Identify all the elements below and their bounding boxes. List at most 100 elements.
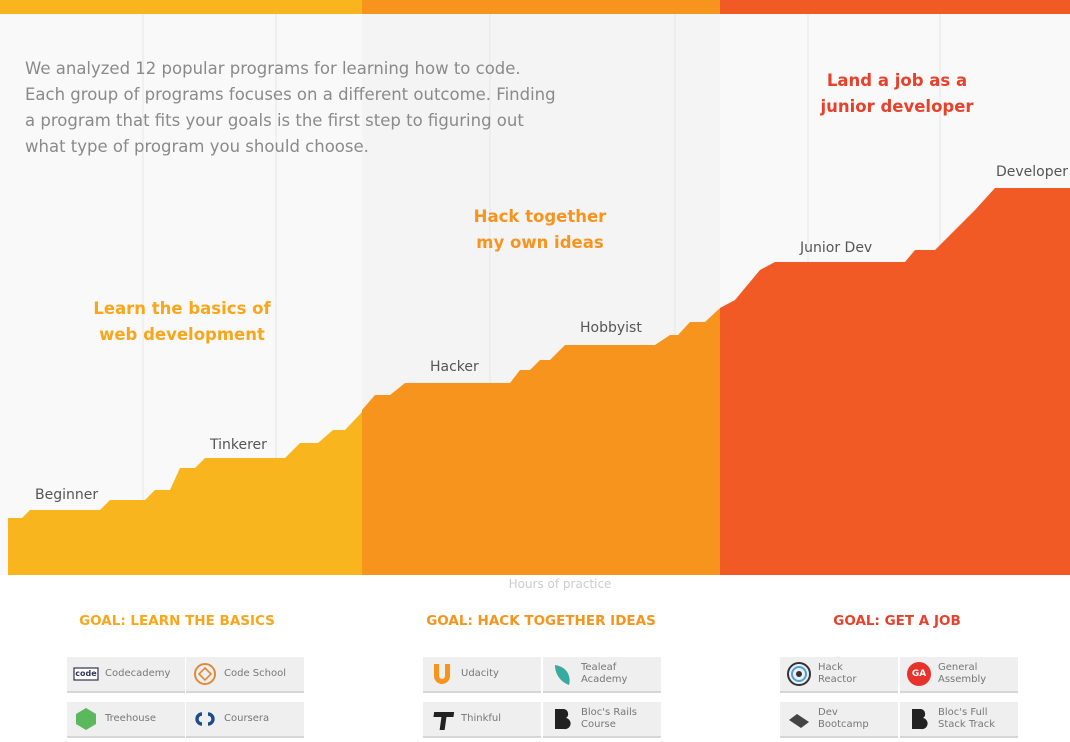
program-name: Coursera bbox=[224, 713, 269, 725]
logo-shape bbox=[912, 709, 928, 730]
logo-shape bbox=[907, 662, 931, 686]
program-button[interactable]: Bloc's Full Stack Track bbox=[900, 702, 1018, 738]
program-name-line: Bloc's Full bbox=[938, 707, 988, 718]
program-name: Dev Bootcamp bbox=[818, 707, 869, 731]
program-name-line: Code School bbox=[224, 668, 286, 679]
program-name-line: Bootcamp bbox=[818, 719, 869, 730]
program-name-line: General bbox=[938, 662, 978, 673]
program-button[interactable]: Treehouse bbox=[67, 702, 185, 738]
program-name-line: Academy bbox=[581, 674, 628, 685]
program-name-line: Codecademy bbox=[105, 668, 171, 679]
program-button[interactable]: Tealeaf Academy bbox=[543, 657, 661, 693]
program-button[interactable]: GA General Assembly bbox=[900, 657, 1018, 693]
top-bar bbox=[0, 0, 362, 14]
logo-shape bbox=[555, 665, 570, 685]
intro-text: We analyzed 12 popular programs for lear… bbox=[25, 56, 556, 160]
heading-line: Learn the basics of bbox=[93, 299, 271, 318]
section-heading: Land a job as a junior developer bbox=[747, 68, 1047, 120]
step-area bbox=[8, 412, 362, 575]
program-logo bbox=[192, 706, 218, 732]
logo-shape bbox=[76, 708, 96, 730]
program-button[interactable]: Bloc's Rails Course bbox=[543, 702, 661, 738]
level-label: Hacker bbox=[430, 359, 479, 375]
program-name-line: Assembly bbox=[938, 674, 987, 685]
program-logo bbox=[786, 706, 812, 732]
program-button[interactable]: Thinkful bbox=[423, 702, 541, 738]
logo-shape bbox=[194, 663, 216, 685]
top-bar bbox=[720, 0, 1070, 14]
intro-line: We analyzed 12 popular programs for lear… bbox=[25, 59, 521, 78]
intro-line: a program that fits your goals is the fi… bbox=[25, 111, 524, 130]
program-name-line: Dev bbox=[818, 707, 838, 718]
heading-line: my own ideas bbox=[476, 233, 604, 252]
intro-line: Each group of programs focuses on a diff… bbox=[25, 85, 556, 104]
program-name-line: Thinkful bbox=[461, 713, 501, 724]
program-name-line: Hack bbox=[818, 662, 843, 673]
program-name: Treehouse bbox=[105, 713, 156, 725]
program-logo bbox=[429, 661, 455, 687]
program-logo bbox=[549, 706, 575, 732]
level-label: Hobbyist bbox=[580, 320, 642, 336]
program-name: Hack Reactor bbox=[818, 662, 856, 686]
level-label: Junior Dev bbox=[800, 240, 873, 256]
program-button[interactable]: code Codecademy bbox=[67, 657, 185, 693]
level-label: Tinkerer bbox=[210, 437, 267, 453]
level-label: Developer bbox=[996, 164, 1069, 180]
program-button[interactable]: Dev Bootcamp bbox=[780, 702, 898, 738]
level-label: Beginner bbox=[35, 487, 99, 503]
logo-text: GA bbox=[911, 669, 927, 679]
program-name-line: Course bbox=[581, 719, 616, 730]
axis-label: Hours of practice bbox=[508, 577, 612, 591]
program-logo bbox=[786, 661, 812, 687]
logo-shape bbox=[787, 662, 811, 686]
program-logo bbox=[549, 661, 575, 687]
program-name: Tealeaf Academy bbox=[581, 662, 627, 686]
section-heading: Learn the basics of web development bbox=[32, 296, 332, 348]
program-name: Code School bbox=[224, 668, 286, 680]
program-logo: code bbox=[73, 661, 99, 687]
program-name-line: Tealeaf bbox=[581, 662, 617, 673]
step-area bbox=[362, 308, 720, 575]
skill-chart bbox=[0, 0, 1070, 575]
section-heading: Hack together my own ideas bbox=[390, 204, 690, 256]
program-button[interactable]: Code School bbox=[186, 657, 304, 693]
program-name-line: Coursera bbox=[224, 713, 270, 724]
program-name: Codecademy bbox=[105, 668, 170, 680]
program-name: General Assembly bbox=[938, 662, 986, 686]
program-name: Udacity bbox=[461, 668, 499, 680]
step-area bbox=[720, 188, 1070, 575]
program-button[interactable]: Coursera bbox=[186, 702, 304, 738]
heading-line: Hack together bbox=[473, 207, 607, 226]
logo-shape bbox=[195, 712, 215, 726]
top-bar bbox=[362, 0, 720, 14]
intro-line: what type of program you should choose. bbox=[25, 137, 369, 156]
logo-shape bbox=[789, 714, 809, 728]
program-name: Bloc's Full Stack Track bbox=[938, 707, 995, 731]
program-name: Thinkful bbox=[461, 713, 501, 725]
program-name-line: Udacity bbox=[461, 668, 499, 679]
goal-title: GOAL: LEARN THE BASICS bbox=[79, 613, 275, 629]
goal-title: GOAL: HACK TOGETHER IDEAS bbox=[426, 613, 656, 629]
goal-title: GOAL: GET A JOB bbox=[833, 613, 961, 629]
program-button[interactable]: Udacity bbox=[423, 657, 541, 693]
program-name-line: Bloc's Rails bbox=[581, 707, 638, 718]
logo-shape bbox=[555, 709, 571, 730]
program-logo: GA bbox=[906, 661, 932, 687]
program-logo bbox=[73, 706, 99, 732]
logo-shape bbox=[73, 667, 99, 681]
heading-line: Land a job as a bbox=[826, 71, 968, 90]
program-name-line: Treehouse bbox=[105, 713, 156, 724]
program-logo bbox=[192, 661, 218, 687]
program-logo bbox=[429, 706, 455, 732]
logo-text: code bbox=[75, 669, 97, 678]
logo-shape bbox=[433, 712, 455, 730]
program-name-line: Reactor bbox=[818, 674, 857, 685]
program-name: Bloc's Rails Course bbox=[581, 707, 637, 731]
program-name-line: Stack Track bbox=[938, 719, 996, 730]
heading-line: junior developer bbox=[820, 97, 974, 116]
program-logo bbox=[906, 706, 932, 732]
program-button[interactable]: Hack Reactor bbox=[780, 657, 898, 693]
heading-line: web development bbox=[99, 325, 265, 344]
logo-shape bbox=[434, 664, 450, 684]
